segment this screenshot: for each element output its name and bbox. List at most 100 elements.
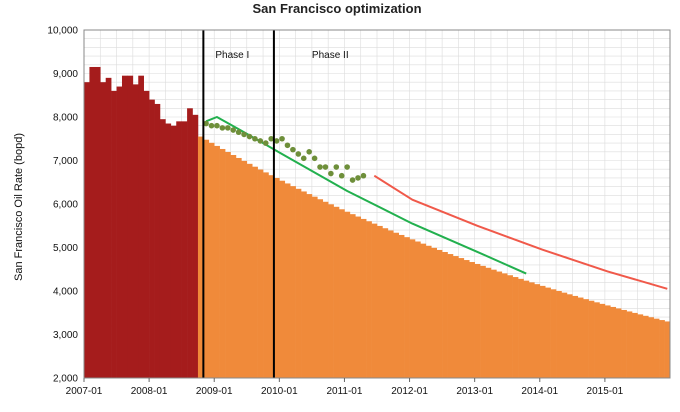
data-point xyxy=(252,135,258,142)
bar-forecast xyxy=(328,204,334,378)
bar-forecast xyxy=(588,300,595,378)
data-point xyxy=(290,146,296,153)
data-point xyxy=(268,135,274,142)
data-point xyxy=(279,135,285,142)
data-point xyxy=(284,142,291,149)
bar-historical xyxy=(165,123,172,379)
bar-forecast xyxy=(409,239,416,378)
bar-forecast xyxy=(371,223,378,378)
bar-forecast xyxy=(599,303,606,378)
y-tick-label: 3,000 xyxy=(53,330,78,341)
bar-forecast xyxy=(518,278,524,378)
bar-forecast xyxy=(219,148,226,378)
x-tick-label: 2012-01 xyxy=(391,386,428,397)
bar-forecast xyxy=(387,230,394,378)
red-decline-curve xyxy=(373,174,668,290)
bar-forecast xyxy=(496,271,503,378)
bar-forecast xyxy=(284,183,291,378)
bar-forecast xyxy=(480,265,486,378)
bar-forecast xyxy=(490,269,497,378)
data-point xyxy=(214,122,220,129)
bar-forecast xyxy=(344,211,351,378)
bar-forecast xyxy=(425,245,432,378)
data-point xyxy=(355,175,361,181)
bar-forecast xyxy=(458,258,465,378)
green-decline-curve xyxy=(205,116,527,275)
data-point xyxy=(349,177,356,183)
x-tick-label: 2010-01 xyxy=(261,386,298,397)
bar-forecast xyxy=(501,273,508,378)
data-point xyxy=(262,140,269,146)
bar-forecast xyxy=(642,315,649,378)
bar-forecast xyxy=(604,305,611,378)
chart-title: San Francisco optimization xyxy=(252,1,421,16)
x-tick-label: 2009-01 xyxy=(196,386,233,397)
bar-forecast xyxy=(355,216,362,378)
bar-forecast xyxy=(615,308,622,378)
bar-forecast xyxy=(252,166,258,378)
bar-forecast xyxy=(447,254,454,378)
bar-forecast xyxy=(474,263,481,378)
bar-historical xyxy=(181,121,188,378)
y-axis-ticks: 2,000 3,000 4,000 5,000 6,000 7,000 8,000 9,000… xyxy=(47,26,78,385)
dots xyxy=(203,120,367,183)
bar-historical xyxy=(149,99,155,378)
bar-forecast xyxy=(436,249,443,378)
x-tick-label: 2014-01 xyxy=(521,386,558,397)
data-point xyxy=(235,129,242,136)
bar-forecast xyxy=(393,232,400,378)
phase-label-1: Phase I xyxy=(215,50,249,61)
bar-forecast xyxy=(539,285,546,378)
data-point xyxy=(311,155,318,162)
bar-forecast xyxy=(246,163,253,378)
bar-historical xyxy=(176,121,182,378)
data-point xyxy=(208,122,215,129)
bar-forecast xyxy=(241,160,248,378)
bar-forecast xyxy=(507,275,513,378)
bar-forecast xyxy=(512,277,519,378)
bar-forecast xyxy=(528,282,535,378)
y-tick-label: 7,000 xyxy=(53,156,78,167)
y-tick-label: 5,000 xyxy=(53,243,78,254)
bar-forecast xyxy=(311,196,318,378)
bar-forecast xyxy=(268,175,275,378)
bar-forecast xyxy=(295,188,302,378)
bar-forecast xyxy=(339,209,345,378)
data-point xyxy=(224,125,231,131)
bar-forecast xyxy=(197,136,204,378)
phase-label-2: Phase II xyxy=(312,50,349,61)
bar-forecast xyxy=(653,318,660,378)
bar-historical xyxy=(94,66,101,378)
bar-forecast xyxy=(545,287,551,378)
bar-forecast xyxy=(452,256,459,378)
data-point xyxy=(241,131,247,138)
bar-forecast xyxy=(463,260,470,378)
bar-forecast xyxy=(377,225,383,378)
data-point xyxy=(230,127,237,133)
bar-forecast xyxy=(556,290,562,378)
bar-historical xyxy=(84,82,90,378)
bar-historical xyxy=(143,90,150,379)
bar-forecast xyxy=(442,252,448,378)
bar-forecast xyxy=(469,262,475,378)
bars xyxy=(84,66,671,379)
bar-forecast xyxy=(306,194,313,378)
data-point xyxy=(328,170,334,177)
bar-forecast xyxy=(523,280,530,378)
x-tick-label: 2011-01 xyxy=(326,386,362,397)
y-tick-label: 8,000 xyxy=(53,113,78,124)
bar-forecast xyxy=(577,297,584,378)
bar-forecast xyxy=(621,309,627,378)
phase-markers: Phase I Phase II xyxy=(202,30,349,378)
bar-forecast xyxy=(257,169,264,378)
lines xyxy=(205,116,668,290)
data-point xyxy=(306,149,312,155)
bar-historical xyxy=(121,75,128,379)
bar-forecast xyxy=(404,237,410,378)
bar-historical xyxy=(111,90,117,379)
bar-forecast xyxy=(420,243,427,378)
bar-forecast xyxy=(214,145,220,378)
bar-forecast xyxy=(382,228,389,378)
bar-historical xyxy=(187,108,193,379)
